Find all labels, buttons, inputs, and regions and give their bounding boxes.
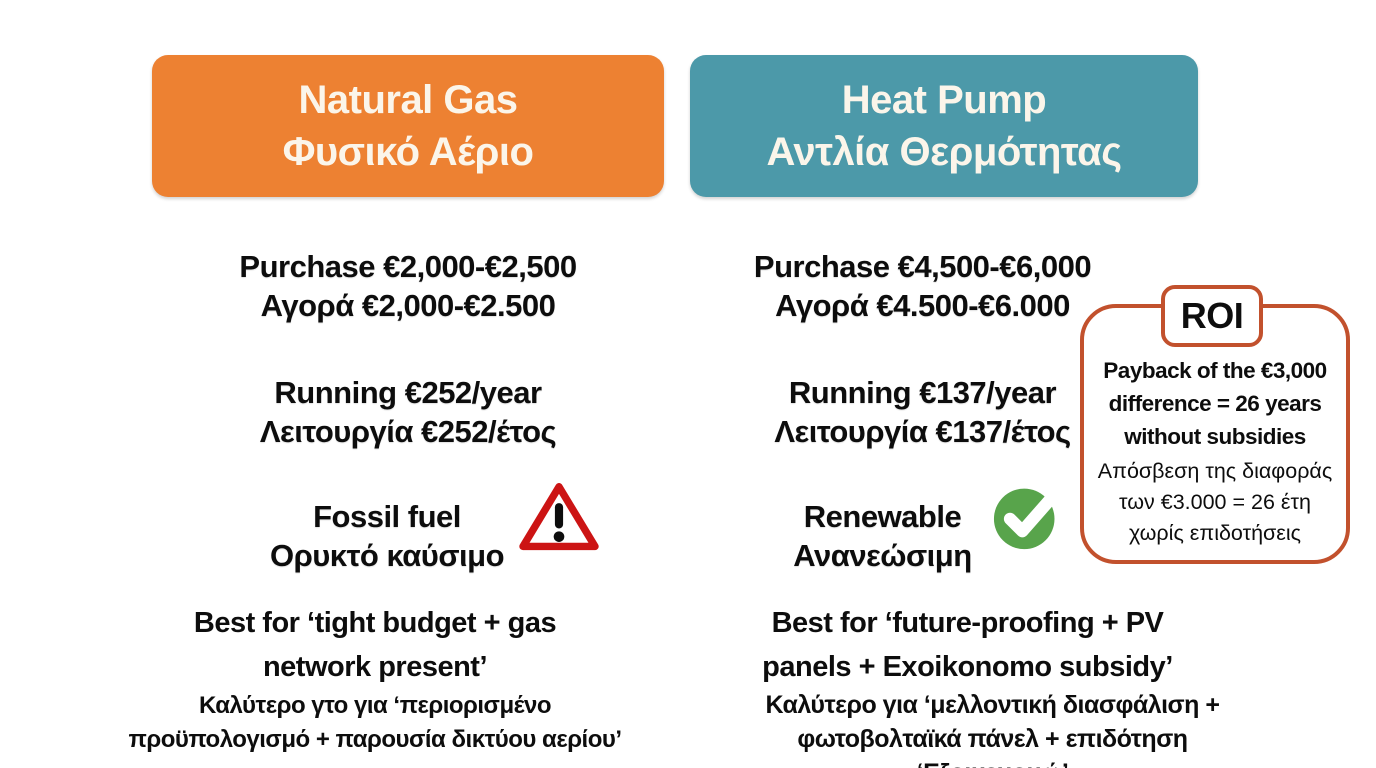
natural-gas-title-el: Φυσικό Αέριο xyxy=(282,130,534,174)
roi-line: without subsidies xyxy=(1124,424,1306,449)
roi-line: χωρίς επιδοτήσεις xyxy=(1128,521,1302,545)
best-for-line: Καλύτερο γτο για ‘περιορισμένο xyxy=(199,692,551,719)
natural-gas-purchase-en: Purchase €2,000-€2,500 xyxy=(239,249,577,284)
best-for-line: Καλύτερο για ‘μελλοντική διασφάλιση + xyxy=(765,691,1220,719)
check-circle-icon xyxy=(992,482,1064,557)
heat-pump-best-for-el: Καλύτερο για ‘μελλοντική διασφάλιση + φω… xyxy=(730,688,1255,768)
best-for-line: προϋπολογισμό + παρουσία δικτύου αερίου’ xyxy=(128,726,622,753)
best-for-line: φωτοβολταϊκά πάνελ + επιδότηση xyxy=(797,725,1188,753)
roi-callout-box xyxy=(1080,304,1350,564)
heat-pump-purchase-en: Purchase €4,500-€6,000 xyxy=(753,249,1092,284)
natural-gas-fuel-en: Fossil fuel xyxy=(313,499,461,534)
roi-line: Απόσβεση της διαφοράς xyxy=(1097,459,1333,483)
natural-gas-running-en: Running €252/year xyxy=(274,375,542,410)
heat-pump-header: Heat Pump Αντλία Θερμότητας xyxy=(690,55,1198,197)
natural-gas-header: Natural Gas Φυσικό Αέριο xyxy=(152,55,664,197)
heat-pump-running: Running €137/year Λειτουργία €137/έτος xyxy=(690,373,1155,451)
roi-line: των €3.000 = 26 έτη xyxy=(1119,490,1311,514)
heat-pump-best-for-en: Best for ‘future-proofing + PV panels + … xyxy=(705,601,1230,689)
heat-pump-running-en: Running €137/year xyxy=(788,375,1057,410)
roi-line: Payback of the €3,000 xyxy=(1103,358,1327,383)
heat-pump-running-el: Λειτουργία €137/έτος xyxy=(774,414,1071,449)
best-for-line: panels + Exoikonomo subsidy’ xyxy=(762,651,1173,683)
roi-label-text: ROI xyxy=(1180,295,1244,336)
roi-text-en: Payback of the €3,000 difference = 26 ye… xyxy=(1086,354,1344,453)
roi-line: difference = 26 years xyxy=(1108,391,1322,416)
best-for-line: Best for ‘future-proofing + PV xyxy=(771,607,1164,639)
natural-gas-running-el: Λειτουργία €252/έτος xyxy=(259,414,557,449)
natural-gas-purchase: Purchase €2,000-€2,500 Αγορά €2,000-€2.5… xyxy=(152,247,664,325)
heat-pump-fuel-en: Renewable xyxy=(803,499,962,534)
heat-pump-purchase: Purchase €4,500-€6,000 Αγορά €4.500-€6.0… xyxy=(690,247,1155,325)
natural-gas-fuel-type: Fossil fuel Ορυκτό καύσιμο xyxy=(152,497,622,575)
natural-gas-title-en: Natural Gas xyxy=(298,78,518,122)
roi-text-el: Απόσβεση της διαφοράς των €3.000 = 26 έτ… xyxy=(1086,456,1344,549)
heat-pump-purchase-el: Αγορά €4.500-€6.000 xyxy=(775,288,1070,323)
heat-pump-title-en: Heat Pump xyxy=(841,78,1047,122)
roi-label-badge: ROI xyxy=(1161,285,1263,347)
heat-pump-fuel-el: Ανανεώσιμη xyxy=(793,538,972,573)
best-for-line: Best for ‘tight budget + gas xyxy=(193,607,557,639)
natural-gas-purchase-el: Αγορά €2,000-€2.500 xyxy=(260,288,556,323)
heat-pump-title-el: Αντλία Θερμότητας xyxy=(766,130,1122,174)
best-for-line: network present’ xyxy=(262,651,488,683)
best-for-line: ‘Εξοικονομώ’ xyxy=(730,756,1255,768)
natural-gas-running: Running €252/year Λειτουργία €252/έτος xyxy=(152,373,664,451)
natural-gas-best-for-el: Καλύτερο γτο για ‘περιορισμένο προϋπολογ… xyxy=(95,689,655,757)
warning-triangle-icon xyxy=(518,481,600,558)
heat-pump-fuel-type: Renewable Ανανεώσιμη xyxy=(690,497,1075,575)
natural-gas-fuel-el: Ορυκτό καύσιμο xyxy=(269,538,505,573)
natural-gas-best-for-en: Best for ‘tight budget + gas network pre… xyxy=(115,601,635,689)
